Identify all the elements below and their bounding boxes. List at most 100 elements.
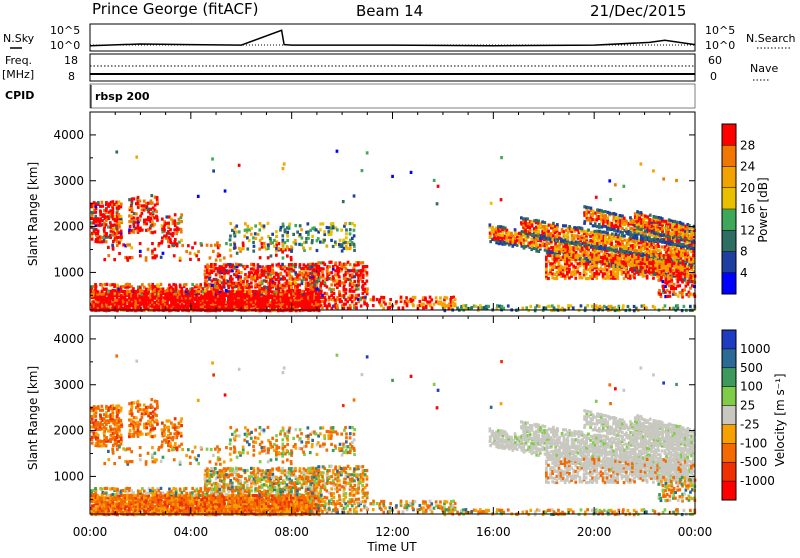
power-cell <box>353 243 356 246</box>
cpid-panel-frame <box>90 84 695 108</box>
power-cell <box>118 252 121 255</box>
power-cell <box>170 303 173 306</box>
power-cell <box>281 234 284 237</box>
power-cell <box>94 211 97 214</box>
power-cell <box>332 245 335 248</box>
power-cell <box>237 269 240 272</box>
power-cell <box>598 254 601 257</box>
power-cell <box>151 242 154 245</box>
power-cell <box>666 295 669 298</box>
power-cell <box>322 267 325 270</box>
power-cell <box>646 258 649 261</box>
power-cell <box>139 199 142 202</box>
power-cell <box>366 280 369 283</box>
power-cell <box>389 302 392 305</box>
power-cell <box>340 229 343 232</box>
power-cell <box>644 215 647 218</box>
power-cell <box>101 290 104 293</box>
power-cell <box>275 272 278 275</box>
power-cell <box>305 300 308 303</box>
power-cell <box>334 273 337 276</box>
power-cell <box>333 292 336 295</box>
power-cell <box>211 284 214 287</box>
power-cell <box>113 283 116 286</box>
power-cell <box>282 247 285 250</box>
power-cell <box>275 230 278 233</box>
power-cell <box>215 259 218 262</box>
freq-right-tick-top: 60 <box>708 54 722 67</box>
power-cell <box>345 236 348 239</box>
power-cell <box>233 247 236 250</box>
power-cell <box>252 241 255 244</box>
power-cell <box>608 264 611 267</box>
power-cell <box>657 279 660 282</box>
power-cell <box>490 202 493 205</box>
power-cell <box>334 298 337 301</box>
power-cell <box>277 276 280 279</box>
power-cell <box>229 243 232 246</box>
power-cell <box>180 213 183 216</box>
power-cell <box>105 201 108 204</box>
power-cell <box>531 220 534 223</box>
power-cell <box>664 274 667 277</box>
power-cell <box>259 256 262 259</box>
power-cell <box>296 231 299 234</box>
power-cell <box>363 288 366 291</box>
power-cell <box>137 196 140 199</box>
power-cell <box>336 304 339 307</box>
power-cell <box>619 214 622 217</box>
power-cell <box>225 242 228 245</box>
power-cell <box>579 243 582 246</box>
power-cell <box>366 271 369 274</box>
power-cell <box>514 228 517 231</box>
power-cell <box>298 271 301 274</box>
power-cell <box>191 283 194 286</box>
power-cell <box>258 281 261 284</box>
power-cell <box>153 223 156 226</box>
power-cell <box>219 259 222 262</box>
power-cell <box>180 239 183 242</box>
power-cell <box>646 254 649 257</box>
power-cell <box>101 284 104 287</box>
power-cell <box>295 242 298 245</box>
power-cell <box>650 238 653 241</box>
power-cell <box>97 201 100 204</box>
power-cell <box>592 210 595 213</box>
power-cell <box>621 234 624 237</box>
power-cell <box>239 283 242 286</box>
power-cell <box>334 261 337 264</box>
power-cell <box>475 305 478 308</box>
power-cell <box>101 201 104 204</box>
power-cell <box>400 296 403 299</box>
power-cell <box>253 245 256 248</box>
power-cell <box>166 215 169 218</box>
power-cell <box>307 272 310 275</box>
power-cell <box>439 296 442 299</box>
power-cell <box>376 298 379 301</box>
power-cell <box>676 221 679 224</box>
power-cell <box>309 247 312 250</box>
power-cell <box>147 208 150 211</box>
power-cell <box>311 239 314 242</box>
power-cell <box>120 230 123 233</box>
power-cell <box>585 272 588 275</box>
power-cell <box>349 263 352 266</box>
power-cell <box>248 286 251 289</box>
power-cell <box>364 296 367 299</box>
power-cell <box>391 175 394 178</box>
power-cell <box>355 294 358 297</box>
power-cell <box>160 297 163 300</box>
power-cell <box>470 306 473 309</box>
power-cell <box>150 194 153 197</box>
power-cell <box>351 294 354 297</box>
power-cell <box>139 242 142 245</box>
power-cell <box>307 284 310 287</box>
power-cell <box>684 264 687 267</box>
power-cell <box>330 283 333 286</box>
power-cell <box>579 272 582 275</box>
power-cell <box>250 285 253 288</box>
power-cell <box>323 239 326 242</box>
power-cell <box>321 271 324 274</box>
power-cell <box>141 289 144 292</box>
power-cell <box>202 290 205 293</box>
